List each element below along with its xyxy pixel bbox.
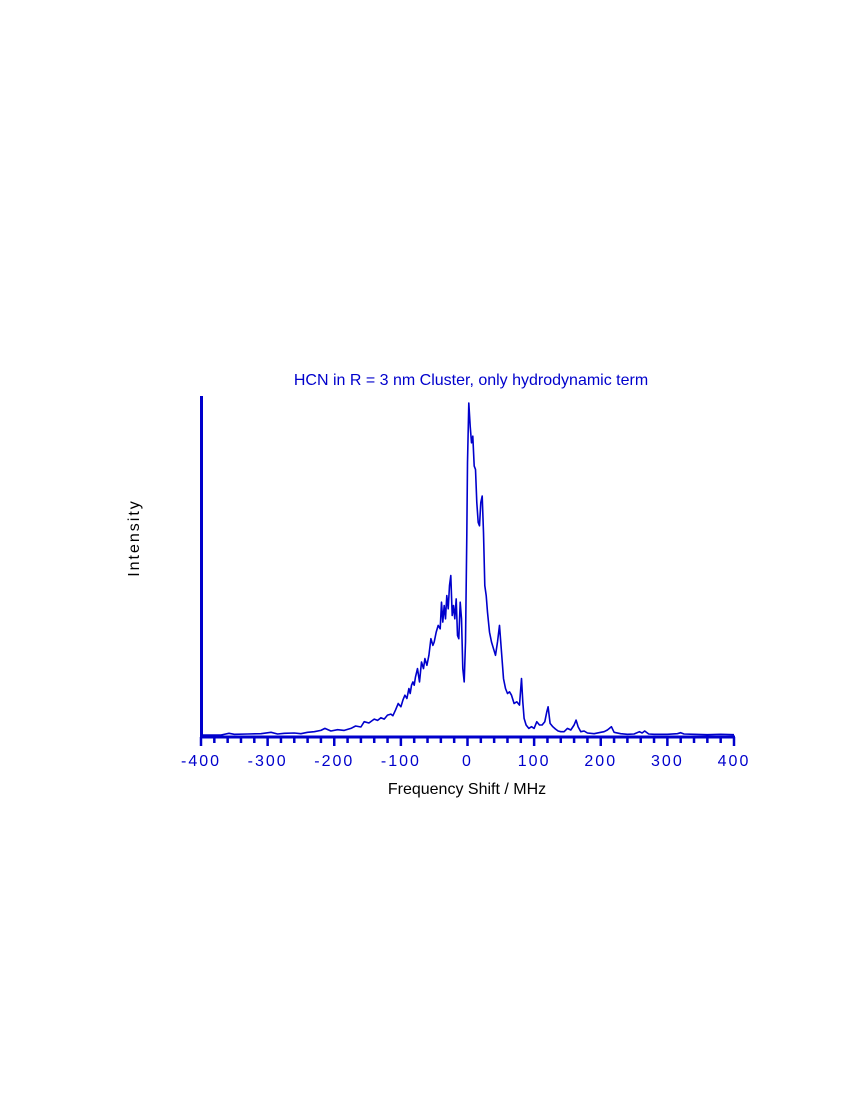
x-tick-label: 400 — [718, 753, 751, 770]
x-tick-label: -100 — [381, 753, 421, 770]
series-line — [201, 402, 735, 736]
x-tick-label: 0 — [462, 753, 473, 770]
y-axis-label: Intensity — [126, 499, 143, 577]
x-tick-label: 300 — [651, 753, 684, 770]
x-tick-label: -400 — [181, 753, 221, 770]
x-tick-label: 100 — [518, 753, 551, 770]
x-axis-label: Frequency Shift / MHz — [388, 781, 546, 798]
x-axis-ticks — [199, 737, 736, 746]
x-tick-label: -200 — [314, 753, 354, 770]
x-tick-label: 200 — [584, 753, 617, 770]
chart-title: HCN in R = 3 nm Cluster, only hydrodynam… — [294, 372, 648, 389]
x-axis-tick-labels: -400 -300 -200 -100 0 100 200 300 400 — [181, 753, 751, 770]
x-tick-label: -300 — [248, 753, 288, 770]
